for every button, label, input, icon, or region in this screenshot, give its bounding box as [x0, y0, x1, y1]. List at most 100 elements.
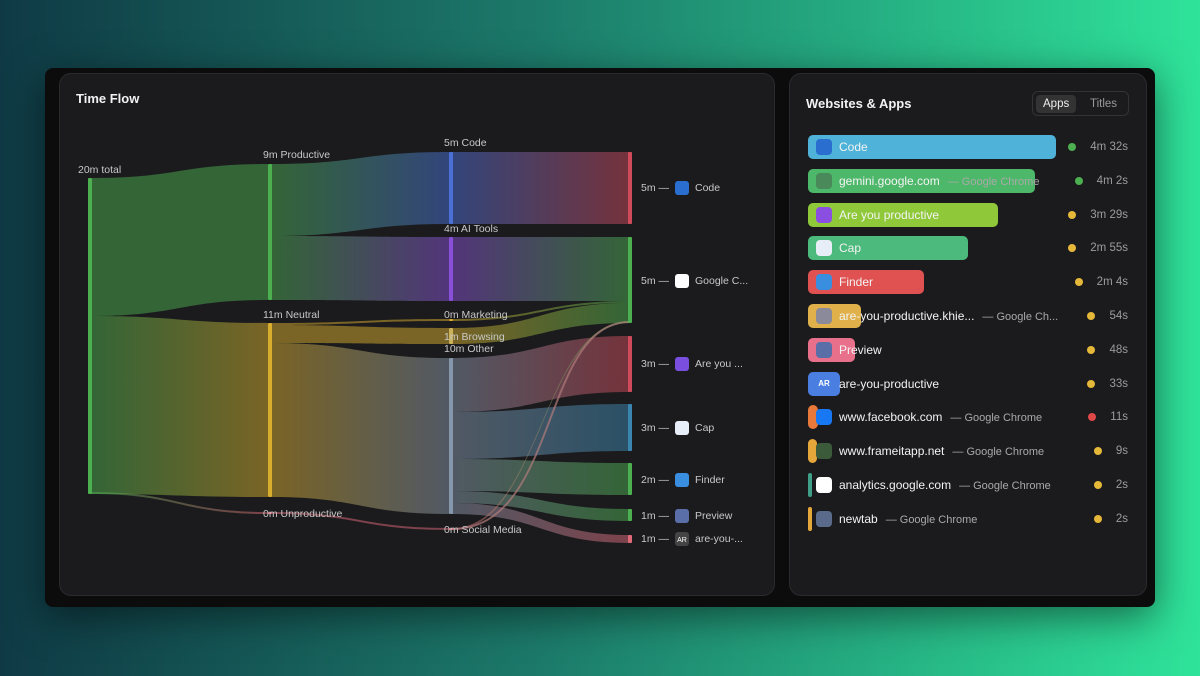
app-name: www.facebook.com — Google Chrome	[839, 405, 1042, 430]
node	[628, 152, 632, 224]
name-text: Are you productive	[839, 207, 940, 222]
node	[449, 319, 453, 321]
flow	[452, 321, 630, 530]
output-app: Code	[695, 182, 720, 194]
flow	[452, 459, 630, 495]
flow	[452, 491, 630, 521]
app-row[interactable]: gemini.google.com — Google Chrome 4m 2s	[808, 168, 1128, 194]
output-duration: 3m —	[641, 422, 670, 434]
node	[628, 509, 632, 521]
app-row[interactable]: www.frameitapp.net — Google Chrome 9s	[808, 439, 1128, 464]
app-row[interactable]: Are you productive 3m 29s	[808, 202, 1128, 227]
panel-title: Websites & Apps	[806, 96, 912, 111]
flow	[452, 152, 630, 224]
tab[interactable]: Titles	[1090, 98, 1118, 110]
app-row[interactable]: Cap 2m 55s	[808, 236, 1128, 261]
time-group: 4m 2s	[1074, 169, 1128, 193]
status-dot	[1068, 244, 1077, 253]
status-dot	[1088, 413, 1097, 422]
status-dot	[1068, 143, 1077, 151]
name-text: analytics.google.com	[839, 478, 952, 492]
name-text: are-you-productive.khie...	[839, 309, 975, 323]
tab[interactable]: Apps	[1036, 95, 1077, 113]
node-label: 0m Marketing	[444, 309, 508, 321]
icon-text: AR	[818, 378, 830, 388]
app-icon	[816, 206, 832, 223]
flow	[271, 512, 449, 530]
app-row[interactable]: analytics.google.com — Google Chrome 2s	[808, 473, 1128, 497]
websites-panel	[789, 73, 1147, 596]
name-text: www.frameitapp.net	[839, 444, 945, 459]
node	[268, 323, 272, 497]
app-icon	[816, 274, 832, 291]
output-duration: 3m —	[641, 358, 670, 370]
name-text: Finder	[839, 275, 874, 290]
app-name: are-you-productive	[839, 372, 939, 396]
app-row[interactable]: are-you-productive.khie... — Google Ch...…	[808, 304, 1128, 328]
output-duration: 5m —	[641, 275, 670, 287]
node	[449, 328, 453, 344]
node	[449, 237, 453, 301]
node-label: 10m Other	[444, 343, 494, 355]
app-icon	[675, 473, 689, 487]
node	[628, 463, 632, 495]
usage-bar	[808, 405, 818, 430]
app-detail: — Google Chrome	[952, 446, 1045, 459]
node	[268, 164, 272, 300]
flow	[91, 164, 268, 316]
status-dot	[1068, 210, 1077, 219]
usage-bar	[808, 506, 812, 531]
node-label: 4m AI Tools	[444, 223, 498, 235]
app-detail: — Google Chrome	[885, 513, 978, 526]
app-name: gemini.google.com — Google Chrome	[839, 169, 1039, 194]
name-text: are-you-productive	[839, 376, 940, 391]
flow	[271, 343, 449, 514]
usage-bar	[808, 135, 1056, 159]
flow	[271, 236, 449, 301]
app-icon	[675, 509, 689, 523]
app-icon	[675, 181, 689, 195]
flow	[452, 237, 630, 301]
status-dot	[1074, 176, 1083, 185]
time: 4m 2s	[1096, 174, 1128, 187]
time-group: 2m 55s	[1068, 236, 1128, 260]
output-duration: 1m —	[641, 533, 670, 545]
status-dot	[1074, 278, 1083, 287]
app-icon	[816, 409, 832, 426]
node	[628, 404, 632, 451]
name-text: newtab	[839, 511, 878, 526]
node-label: 0m Social Media	[444, 524, 522, 536]
time: 9s	[1115, 445, 1128, 458]
app-icon	[675, 274, 689, 288]
usage-bar	[808, 439, 817, 464]
app-icon: AR	[816, 375, 832, 392]
node-label: 5m Code	[444, 137, 487, 149]
time: 33s	[1109, 377, 1128, 390]
app-row[interactable]: Preview 48s	[808, 337, 1128, 362]
output-duration: 2m —	[641, 474, 670, 486]
time: 48s	[1109, 343, 1128, 356]
app-icon	[816, 172, 832, 189]
app-name: analytics.google.com — Google Chrome	[839, 473, 1051, 498]
flow	[451, 321, 631, 530]
status-dot	[1087, 379, 1096, 388]
app-name: Code	[839, 135, 868, 159]
app-row[interactable]: Code 4m 32s	[808, 135, 1128, 159]
app-row[interactable]: Finder 2m 4s	[808, 270, 1128, 295]
time: 11s	[1110, 411, 1128, 424]
usage-bar	[808, 168, 1035, 193]
app-detail: — Google Chrome	[950, 412, 1043, 425]
app-row[interactable]: www.facebook.com — Google Chrome 11s	[808, 405, 1128, 430]
app-name: Cap	[839, 236, 861, 260]
tab-group: Apps Titles	[1032, 91, 1129, 116]
usage-bar	[808, 473, 812, 497]
app-row[interactable]: AR are-you-productive 33s	[808, 371, 1128, 396]
node-label: 9m Productive	[263, 149, 330, 161]
time-group: 9s	[1093, 439, 1128, 463]
app-icon	[816, 443, 832, 460]
time-group: 33s	[1087, 372, 1128, 396]
app-row[interactable]: newtab — Google Chrome 2s	[808, 506, 1128, 531]
output-app: are-you-...	[695, 533, 743, 545]
app-icon	[675, 357, 689, 371]
